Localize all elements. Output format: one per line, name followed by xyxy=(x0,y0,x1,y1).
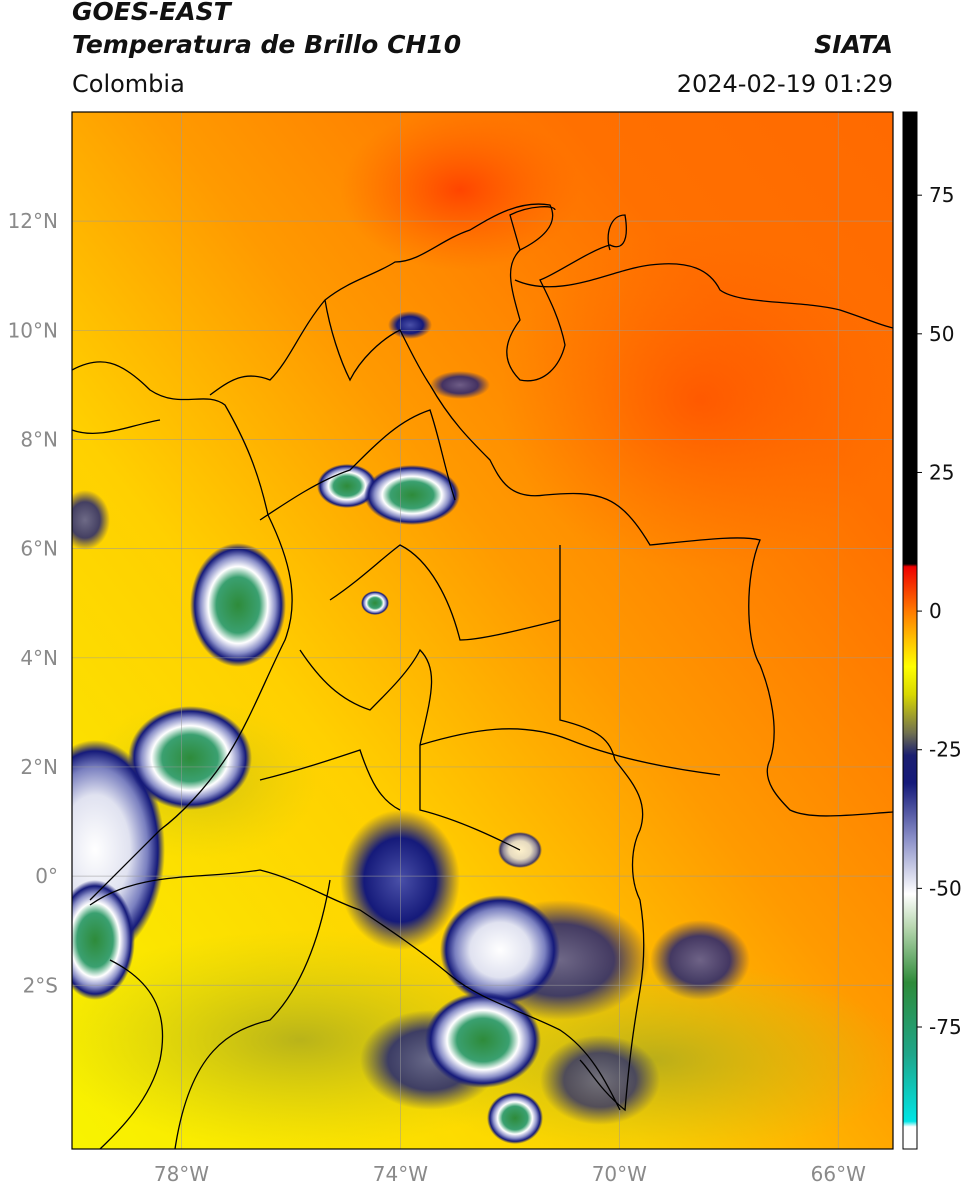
lat-tick-label: 2°S xyxy=(23,973,58,997)
antioquia-borders xyxy=(259,409,456,521)
tolima-huila-borders xyxy=(299,648,433,746)
lat-tick-label: 4°N xyxy=(20,646,58,670)
eastern-border xyxy=(559,545,645,1112)
organization-label: SIATA xyxy=(814,30,893,59)
lat-tick-label: 10°N xyxy=(8,318,58,342)
colorbar-tick-label: -25 xyxy=(929,738,962,762)
colorbar-tick-label: -75 xyxy=(929,1015,962,1039)
colorbar xyxy=(903,112,917,1149)
timestamp-label: 2024-02-19 01:29 xyxy=(676,70,893,98)
graticule xyxy=(72,112,893,1149)
colorbar-tick-label: 50 xyxy=(929,322,954,346)
region-label: Colombia xyxy=(72,70,185,98)
lon-tick-label: 70°W xyxy=(592,1162,647,1186)
lat-tick-label: 2°N xyxy=(20,755,58,779)
colorbar-tick-label: 25 xyxy=(929,460,954,484)
panama-coast xyxy=(72,419,161,434)
guajira-peninsula xyxy=(509,206,556,251)
northern-dept-borders xyxy=(324,299,431,386)
lon-tick-label: 78°W xyxy=(154,1162,209,1186)
colombia-venezuela-border xyxy=(429,384,893,817)
longitude-tick-labels: 78°W 74°W 70°W 66°W xyxy=(154,1162,866,1186)
colorbar-tick-label: -50 xyxy=(929,876,962,900)
pacific-coast xyxy=(72,361,293,901)
dept-border-guaviare xyxy=(419,745,521,851)
colorbar-tick-label: 75 xyxy=(929,183,954,207)
product-title: Temperatura de Brillo CH10 xyxy=(72,30,462,59)
andean-dept-borders xyxy=(329,544,561,641)
lat-tick-label: 6°N xyxy=(20,537,58,561)
lat-tick-label: 8°N xyxy=(20,427,58,451)
lon-tick-label: 66°W xyxy=(811,1162,866,1186)
lat-tick-label: 12°N xyxy=(8,209,58,233)
peru-north-border xyxy=(99,959,164,1149)
colorbar-tick-label: 0 xyxy=(929,599,942,623)
colorbar-tick-labels: 75 50 25 0 -25 -50 -75 xyxy=(917,183,962,1039)
venezuela-coast xyxy=(514,263,893,329)
southern-dept-border xyxy=(419,728,721,776)
lat-tick-label: 0° xyxy=(35,864,58,888)
temperature-field xyxy=(72,112,893,1149)
peru-ecuador-east xyxy=(174,879,331,1149)
latitude-tick-labels: 12°N 10°N 8°N 6°N 4°N 2°N 0° 2°S xyxy=(8,209,58,997)
lon-tick-label: 74°W xyxy=(373,1162,428,1186)
borders xyxy=(72,203,893,1149)
caribbean-coast xyxy=(209,203,627,396)
ecuador-peru-border xyxy=(89,869,621,1111)
cauca-borders xyxy=(259,749,401,811)
colorbar-frame xyxy=(902,111,918,1150)
satellite-title: GOES-EAST xyxy=(72,0,231,26)
map-frame xyxy=(71,111,894,1150)
